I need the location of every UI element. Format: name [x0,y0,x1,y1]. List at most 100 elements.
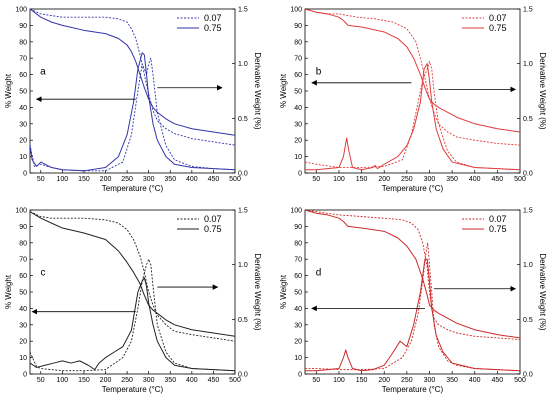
y2-tick-label: 0.0 [238,372,248,379]
x-axis-title: Temperature (°C) [102,385,164,394]
x-tick-label: 250 [401,377,413,384]
x-axis-title: Temperature (°C) [382,184,444,193]
y-tick-label: 60 [294,273,302,280]
series-weight-0_75-line [305,210,520,339]
x-tick-label: 150 [356,377,368,384]
y-tick-label: 30 [19,322,27,329]
y-tick-label: 50 [19,290,27,297]
y-tick-label: 0 [298,372,302,379]
series-weight-0_75-line [30,211,235,337]
y-tick-label: 20 [294,339,302,346]
x-axis-title: Temperature (°C) [102,184,164,193]
legend-label: 0.75 [489,23,507,33]
y-axis-title: % Weight [279,73,288,108]
y2-axis-title: Derivative Weight (%) [538,52,547,130]
y2-tick-label: 1.5 [523,7,533,14]
panel-letter: a [40,67,46,78]
x-tick-label: 300 [424,377,436,384]
y-tick-label: 60 [294,72,302,79]
series-weight-0_07-line [30,9,235,146]
legend-label: 0.07 [204,214,222,224]
x-tick-label: 100 [57,176,69,183]
x-tick-label: 300 [143,176,155,183]
x-tick-label: 150 [356,176,368,183]
chart-panel-d: 50 100 150 200 250 300 350 400 450 500 0 10 20 30 40 50… [279,208,547,395]
x-tick-label: 150 [78,176,90,183]
x-tick-label: 200 [100,377,112,384]
y-tick-label: 80 [294,39,302,46]
chart-panel-c: 50 100 150 200 250 300 350 400 450 500 0 10 20 30 40 50… [4,208,262,395]
x-tick-label: 400 [469,176,481,183]
chart-panel-b: 50 100 150 200 250 300 350 400 450 500 0 10 20 30 40 50… [279,7,547,194]
x-tick-label: 150 [78,377,90,384]
y2-tick-label: 1.0 [238,61,248,68]
x-tick-label: 350 [164,176,176,183]
series-deriv-0_75-line [30,52,235,172]
y-tick-label: 100 [290,7,302,14]
x-tick-label: 250 [121,176,133,183]
y-tick-label: 40 [294,105,302,112]
x-tick-label: 250 [121,377,133,384]
y-tick-label: 30 [294,121,302,128]
x-tick-label: 500 [229,176,241,183]
x-tick-label: 50 [312,377,320,384]
y-tick-label: 100 [290,208,302,215]
y-tick-label: 40 [19,306,27,313]
panel-letter: b [316,67,322,78]
y-tick-label: 70 [294,56,302,63]
series-weight-0_75-line [305,9,520,133]
y-tick-label: 0 [23,372,27,379]
x-tick-label: 500 [514,377,526,384]
y-tick-label: 0 [23,171,27,178]
x-tick-label: 50 [37,377,45,384]
y-tick-label: 70 [294,257,302,264]
legend-label: 0.75 [204,23,222,33]
y-tick-label: 0 [298,171,302,178]
y2-tick-label: 1.5 [238,208,248,215]
y-tick-label: 50 [294,89,302,96]
y2-tick-label: 0.5 [523,317,533,324]
x-tick-label: 100 [333,176,345,183]
y-tick-label: 100 [15,208,27,215]
x-tick-label: 200 [378,377,390,384]
series-deriv-0_75-line [305,258,520,372]
x-tick-label: 450 [492,377,504,384]
y-tick-label: 20 [19,138,27,145]
chart-panel-a: 50 100 150 200 250 300 350 400 450 500 0 10 20 30 40 50… [4,7,262,194]
y2-tick-label: 1.0 [523,61,533,68]
x-tick-label: 450 [492,176,504,183]
y2-tick-label: 1.5 [523,208,533,215]
y-tick-label: 60 [19,273,27,280]
x-tick-label: 300 [424,176,436,183]
y-tick-label: 40 [294,306,302,313]
y-tick-label: 20 [294,138,302,145]
series-weight-0_07-line [305,9,520,146]
y-tick-label: 60 [19,72,27,79]
series-deriv-0_75-line [305,63,520,171]
y-tick-label: 50 [294,290,302,297]
x-tick-label: 200 [100,176,112,183]
series-weight-0_07-line [305,210,520,341]
y-tick-label: 90 [294,23,302,30]
y2-tick-label: 0.0 [523,171,533,178]
y2-tick-label: 0.0 [238,171,248,178]
series-deriv-0_07-line [30,57,235,172]
y-tick-label: 80 [19,39,27,46]
x-tick-label: 50 [312,176,320,183]
y-tick-label: 80 [294,240,302,247]
y-tick-label: 70 [19,257,27,264]
y-tick-label: 20 [19,339,27,346]
y2-axis-title: Derivative Weight (%) [253,253,262,331]
plot-frame [29,209,236,375]
series-deriv-0_07-line [30,258,235,372]
plot-frame [29,8,236,174]
x-tick-label: 50 [37,176,45,183]
y-tick-label: 30 [294,322,302,329]
y-tick-label: 10 [294,154,302,161]
y-tick-label: 50 [19,89,27,96]
y2-tick-label: 0.0 [523,372,533,379]
y2-tick-label: 0.5 [238,317,248,324]
y-tick-label: 90 [294,224,302,231]
x-tick-label: 350 [446,176,458,183]
